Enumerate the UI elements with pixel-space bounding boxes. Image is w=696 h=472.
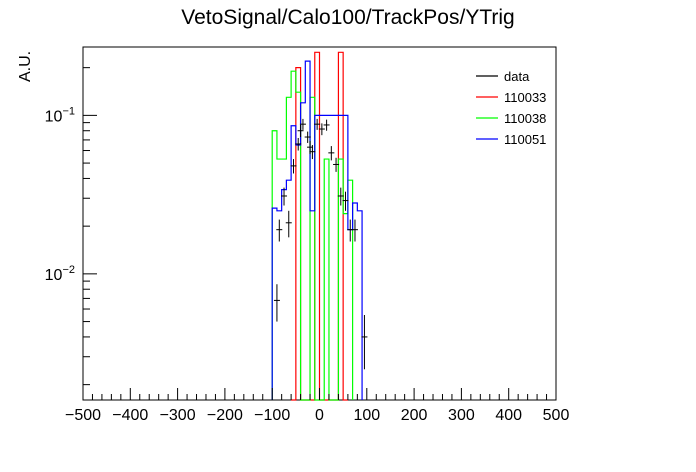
data-point <box>273 284 280 322</box>
series-110051-line <box>271 60 363 400</box>
series-110033-line <box>291 51 348 401</box>
chart-marks <box>271 51 368 401</box>
x-tick-label: −500 <box>65 407 101 424</box>
chart-title: VetoSignal/Calo100/TrackPos/YTrig <box>181 6 514 29</box>
data-point <box>323 119 330 131</box>
legend-entry-110033: 110033 <box>476 90 546 105</box>
y-tick-label: 10−2 <box>45 264 75 284</box>
legend: data 110033 110038 110051 <box>476 69 546 147</box>
chart-axes: −500 −400 −300 −200 −100 0 100 200 300 400 500 10−1… <box>45 67 570 424</box>
y-axis-label: A.U. <box>17 51 34 82</box>
data-point <box>318 123 325 136</box>
data-point <box>285 210 292 238</box>
legend-entry-110038: 110038 <box>476 111 546 126</box>
data-point <box>290 159 297 174</box>
data-point <box>304 131 311 143</box>
x-tick-label: 300 <box>448 407 475 424</box>
data-point <box>297 124 304 138</box>
x-tick-label: 100 <box>353 407 380 424</box>
data-point <box>309 145 316 160</box>
data-point <box>314 118 321 130</box>
x-tick-label: −300 <box>160 407 196 424</box>
data-point <box>299 118 306 130</box>
data-point <box>342 191 349 211</box>
legend-entry-data: data <box>476 69 530 84</box>
data-point <box>281 187 288 206</box>
data-point <box>351 219 358 242</box>
legend-entry-110051: 110051 <box>476 132 546 147</box>
x-tick-label: −200 <box>207 407 243 424</box>
x-tick-label: 400 <box>495 407 522 424</box>
x-tick-label: 0 <box>315 407 324 424</box>
x-tick-label: −100 <box>254 407 290 424</box>
series-data-points <box>273 118 368 370</box>
data-point <box>295 137 302 151</box>
x-tick-label: 500 <box>543 407 570 424</box>
series-110038-line <box>271 70 354 401</box>
data-point <box>337 187 344 206</box>
legend-label: 110033 <box>504 90 546 105</box>
legend-label: 110051 <box>504 132 546 147</box>
legend-label: data <box>504 69 530 84</box>
data-point <box>333 157 340 172</box>
data-point <box>276 219 283 242</box>
x-tick-label: −400 <box>112 407 148 424</box>
x-tick-label: 200 <box>401 407 428 424</box>
data-point <box>328 146 335 161</box>
legend-label: 110038 <box>504 111 546 126</box>
data-point <box>361 315 368 370</box>
y-tick-label: 10−1 <box>45 105 75 125</box>
